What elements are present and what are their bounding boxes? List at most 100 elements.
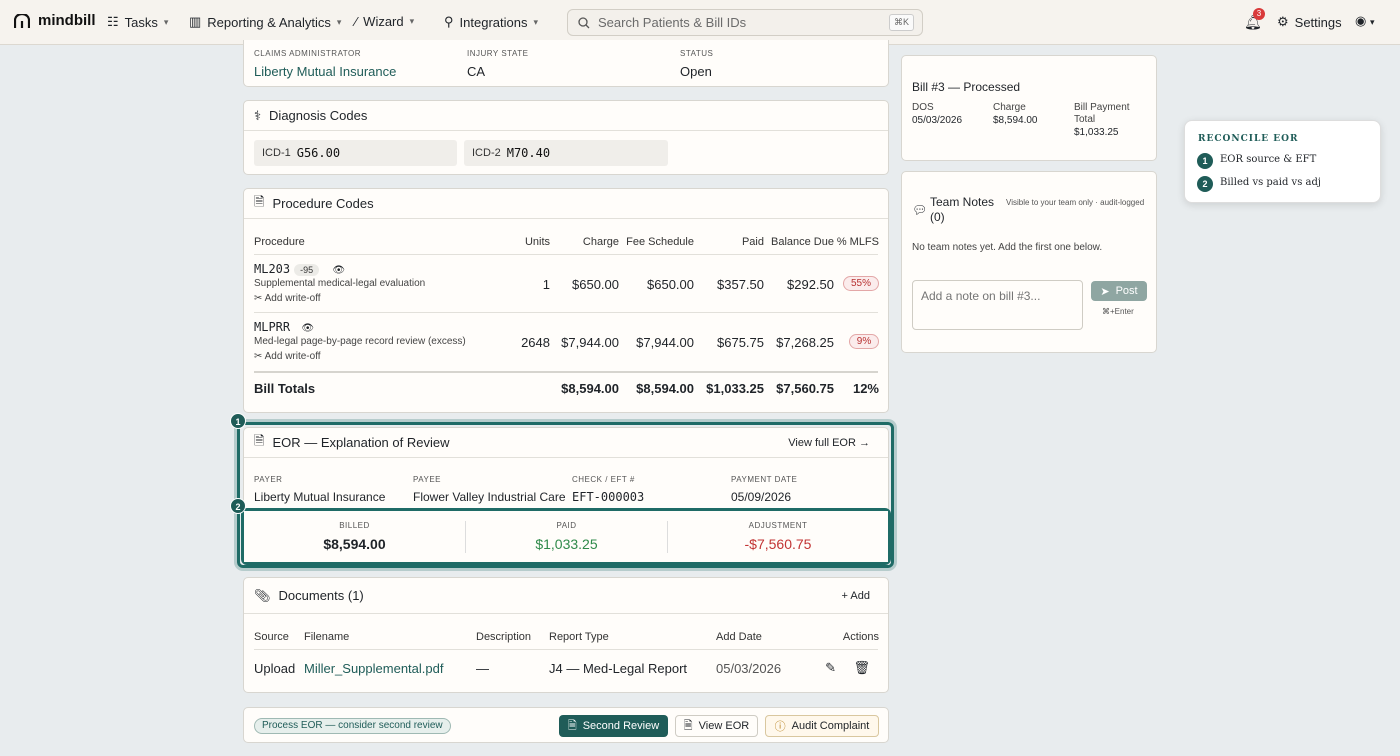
scissors-icon: ✂ bbox=[254, 293, 263, 304]
settings-button[interactable]: ⚙ Settings bbox=[1277, 14, 1342, 30]
divider bbox=[254, 371, 878, 373]
view-eor-label: View EOR bbox=[698, 720, 750, 732]
reconcile-eor-tooltip: RECONCILE EOR 1 EOR source & EFT 2 Bille… bbox=[1184, 120, 1381, 203]
top-nav: mindbill ☷ Tasks ▾ ▥ Reporting & Analyti… bbox=[0, 0, 1400, 45]
table-row: MLPRR 👁︎ bbox=[254, 320, 314, 334]
paid-value: $1,033.25 bbox=[535, 536, 598, 552]
view-eor-button[interactable]: 🗎︎ View EOR bbox=[675, 715, 758, 737]
nav-wizard-label: Wizard bbox=[363, 14, 404, 29]
procedure-code: MLPRR bbox=[254, 320, 291, 334]
col-procedure: Procedure bbox=[254, 236, 305, 248]
paid-value: $675.75 bbox=[717, 335, 764, 350]
logo-text: mindbill bbox=[38, 12, 96, 29]
payment-date-label: PAYMENT DATE bbox=[731, 475, 798, 484]
step-marker-1: 1 bbox=[230, 413, 246, 429]
payer-value: Liberty Mutual Insurance bbox=[254, 490, 386, 504]
diagnosis-title: Diagnosis Codes bbox=[269, 108, 368, 123]
nav-tasks[interactable]: ☷ Tasks ▾ bbox=[107, 14, 168, 30]
divider bbox=[667, 521, 668, 553]
user-menu[interactable]: ◉ ▾ bbox=[1355, 13, 1375, 29]
payment-date-value: 05/09/2026 bbox=[731, 490, 792, 504]
view-full-eor-link[interactable]: View full EOR → bbox=[788, 436, 870, 449]
note-input[interactable] bbox=[912, 280, 1083, 330]
logo[interactable]: mindbill bbox=[14, 12, 96, 29]
warning-icon: ⓘ bbox=[774, 721, 786, 733]
post-label: Post bbox=[1115, 285, 1138, 297]
icd-label: ICD-2 bbox=[472, 147, 501, 159]
nav-reporting-label: Reporting & Analytics bbox=[207, 14, 331, 30]
icd-label: ICD-1 bbox=[262, 147, 291, 159]
notes-empty-text: No team notes yet. Add the first one bel… bbox=[912, 242, 1103, 253]
scissors-icon: ✂ bbox=[254, 351, 263, 362]
tooltip-title: RECONCILE EOR bbox=[1198, 134, 1299, 144]
nav-integrations[interactable]: ⚲ Integrations ▾ bbox=[444, 14, 538, 30]
add-document-button[interactable]: + Add bbox=[841, 589, 870, 602]
notification-badge: 3 bbox=[1253, 8, 1265, 20]
claims-admin-link[interactable]: Liberty Mutual Insurance bbox=[254, 64, 397, 79]
procedures-card: 🗎︎ Procedure Codes Procedure Units Charg… bbox=[243, 188, 889, 413]
eye-icon[interactable]: 👁︎ bbox=[332, 265, 346, 276]
notes-visibility: Visible to your team only · audit-logged bbox=[1006, 198, 1145, 207]
edit-icon[interactable]: ✎ bbox=[825, 660, 836, 675]
icd-code: G56.00 bbox=[296, 146, 341, 160]
divider bbox=[254, 312, 878, 313]
modifier-badge: -95 bbox=[294, 264, 320, 276]
document-icon: 🗎︎ bbox=[254, 432, 265, 448]
trash-icon[interactable]: 🗑︎ bbox=[853, 660, 870, 675]
total-balance: $7,560.75 bbox=[776, 381, 834, 396]
nav-integrations-label: Integrations bbox=[459, 14, 528, 30]
nav-tasks-label: Tasks bbox=[124, 14, 158, 30]
divider bbox=[254, 254, 878, 255]
units-value: 2648 bbox=[521, 335, 550, 350]
procedure-desc: Supplemental medical-legal evaluation bbox=[254, 278, 426, 289]
check-label: CHECK / EFT # bbox=[572, 475, 635, 484]
doc-source: Upload bbox=[254, 661, 296, 676]
col-balance: Balance Due bbox=[771, 236, 834, 248]
nav-reporting[interactable]: ▥ Reporting & Analytics ▾ bbox=[189, 14, 341, 30]
action-bar: Process EOR — consider second review 🗎︎ S… bbox=[243, 707, 889, 743]
send-icon: ➤ bbox=[1100, 285, 1110, 298]
procedures-header: 🗎︎ Procedure Codes bbox=[244, 189, 888, 219]
post-note-button[interactable]: ➤ Post bbox=[1091, 281, 1147, 301]
divider bbox=[254, 649, 878, 650]
diagnosis-card: ⚕ Diagnosis Codes ICD-1 G56.00 ICD-2 M70… bbox=[243, 100, 889, 175]
billed-value: $8,594.00 bbox=[323, 536, 386, 552]
document-icon: 🗎︎ bbox=[567, 719, 577, 732]
chevron-down-icon: ▾ bbox=[336, 16, 342, 27]
audit-complaint-button[interactable]: ⓘ Audit Complaint bbox=[765, 715, 879, 737]
eor-totals: BILLED $8,594.00 PAID $1,033.25 ADJUSTME… bbox=[244, 511, 888, 562]
doc-filename-link[interactable]: Miller_Supplemental.pdf bbox=[304, 661, 444, 676]
col-actions: Actions bbox=[842, 631, 879, 643]
tooltip-step-1: EOR source & EFT bbox=[1220, 154, 1317, 165]
add-write-off-link[interactable]: ✂ Add write-off bbox=[254, 351, 321, 362]
adjustment-value: -$7,560.75 bbox=[744, 536, 812, 552]
pct-badge: 55% bbox=[843, 276, 879, 291]
eye-icon[interactable]: 👁︎ bbox=[301, 323, 315, 334]
injury-state-label: INJURY STATE bbox=[467, 49, 529, 58]
write-off-label: Add write-off bbox=[264, 293, 321, 304]
search-placeholder: Search Patients & Bill IDs bbox=[598, 15, 747, 30]
documents-card: 📎︎ Documents (1) + Add Source Filename D… bbox=[243, 577, 889, 693]
col-report-type: Report Type bbox=[549, 631, 609, 643]
bill-charge-value: $8,594.00 bbox=[993, 115, 1038, 126]
check-value: EFT-000003 bbox=[572, 490, 645, 504]
icd-code: M70.40 bbox=[506, 146, 551, 160]
chart-icon: ▥ bbox=[189, 14, 202, 29]
eor-title: EOR — Explanation of Review bbox=[272, 435, 450, 450]
nav-wizard[interactable]: ⁄ Wizard ▾ bbox=[355, 14, 414, 29]
documents-title: Documents (1) bbox=[278, 588, 364, 603]
diagnosis-header: ⚕ Diagnosis Codes bbox=[244, 101, 888, 131]
search-shortcut: ⌘K bbox=[888, 14, 914, 31]
tooltip-step-2: Billed vs paid vs adj bbox=[1220, 177, 1321, 188]
stethoscope-icon: ⚕ bbox=[254, 107, 262, 123]
team-notes-title: Team Notes (0) bbox=[930, 195, 995, 224]
total-paid: $1,033.25 bbox=[706, 381, 764, 396]
wand-icon: ⁄ bbox=[355, 14, 358, 29]
add-write-off-link[interactable]: ✂ Add write-off bbox=[254, 293, 321, 304]
search-input[interactable]: Search Patients & Bill IDs ⌘K bbox=[567, 9, 923, 36]
second-review-button[interactable]: 🗎︎ Second Review bbox=[559, 715, 668, 737]
payee-label: PAYEE bbox=[413, 475, 441, 484]
chevron-down-icon: ▾ bbox=[533, 16, 538, 27]
balance-value: $7,268.25 bbox=[776, 335, 834, 350]
pct-badge: 9% bbox=[849, 334, 879, 349]
